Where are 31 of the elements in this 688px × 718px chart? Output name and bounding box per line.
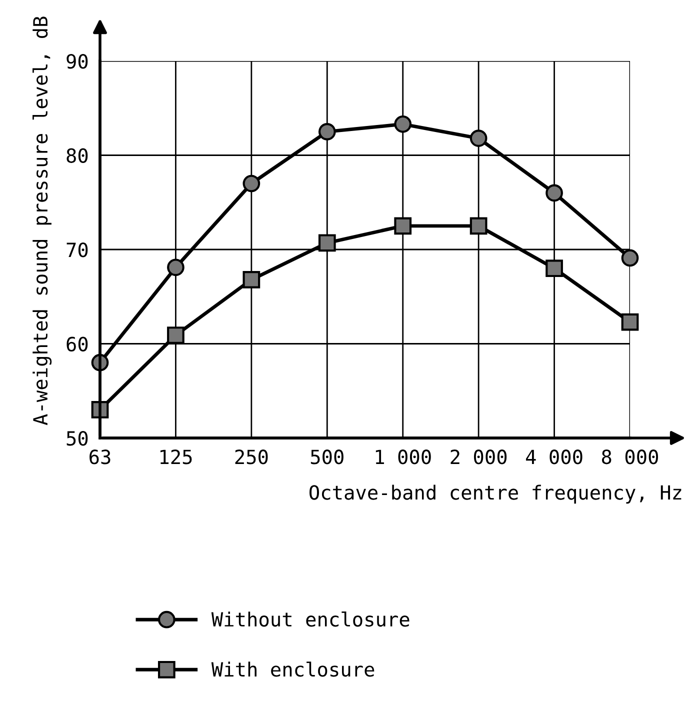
point bbox=[394, 217, 412, 235]
y-tick-label: 90 bbox=[66, 54, 88, 69]
x-tick-label: 2 000 bbox=[450, 450, 507, 464]
point bbox=[318, 234, 336, 252]
x-axis-title: Octave-band centre frequency, Hz bbox=[310, 484, 682, 504]
point bbox=[546, 260, 563, 278]
legend-label: Without enclosure bbox=[211, 612, 410, 627]
point bbox=[621, 313, 639, 331]
y-tick-label: 60 bbox=[66, 336, 88, 352]
y-tick-label: 70 bbox=[66, 242, 88, 258]
y-axis-title: A-weighted sound pressure level, dB bbox=[32, 16, 52, 426]
x-tick-label: 63 bbox=[90, 450, 110, 464]
point bbox=[167, 258, 184, 276]
point bbox=[242, 174, 260, 192]
point bbox=[621, 249, 639, 267]
point bbox=[318, 123, 336, 140]
point bbox=[470, 217, 488, 235]
point bbox=[167, 326, 184, 344]
point bbox=[470, 130, 488, 147]
y-tick-label: 80 bbox=[66, 148, 88, 163]
x-tick-label: 1 000 bbox=[376, 450, 431, 464]
x-tick-label: 8 000 bbox=[602, 450, 658, 464]
legend-label: With enclosure bbox=[211, 662, 374, 677]
x-tick-label: 4 000 bbox=[526, 450, 582, 464]
point bbox=[546, 184, 563, 202]
point bbox=[242, 270, 260, 288]
x-tick-label: 250 bbox=[235, 450, 268, 464]
y-tick-label: 50 bbox=[66, 431, 88, 446]
x-tick-label: 125 bbox=[160, 450, 192, 464]
x-tick-label: 500 bbox=[310, 450, 344, 464]
point bbox=[394, 115, 412, 133]
